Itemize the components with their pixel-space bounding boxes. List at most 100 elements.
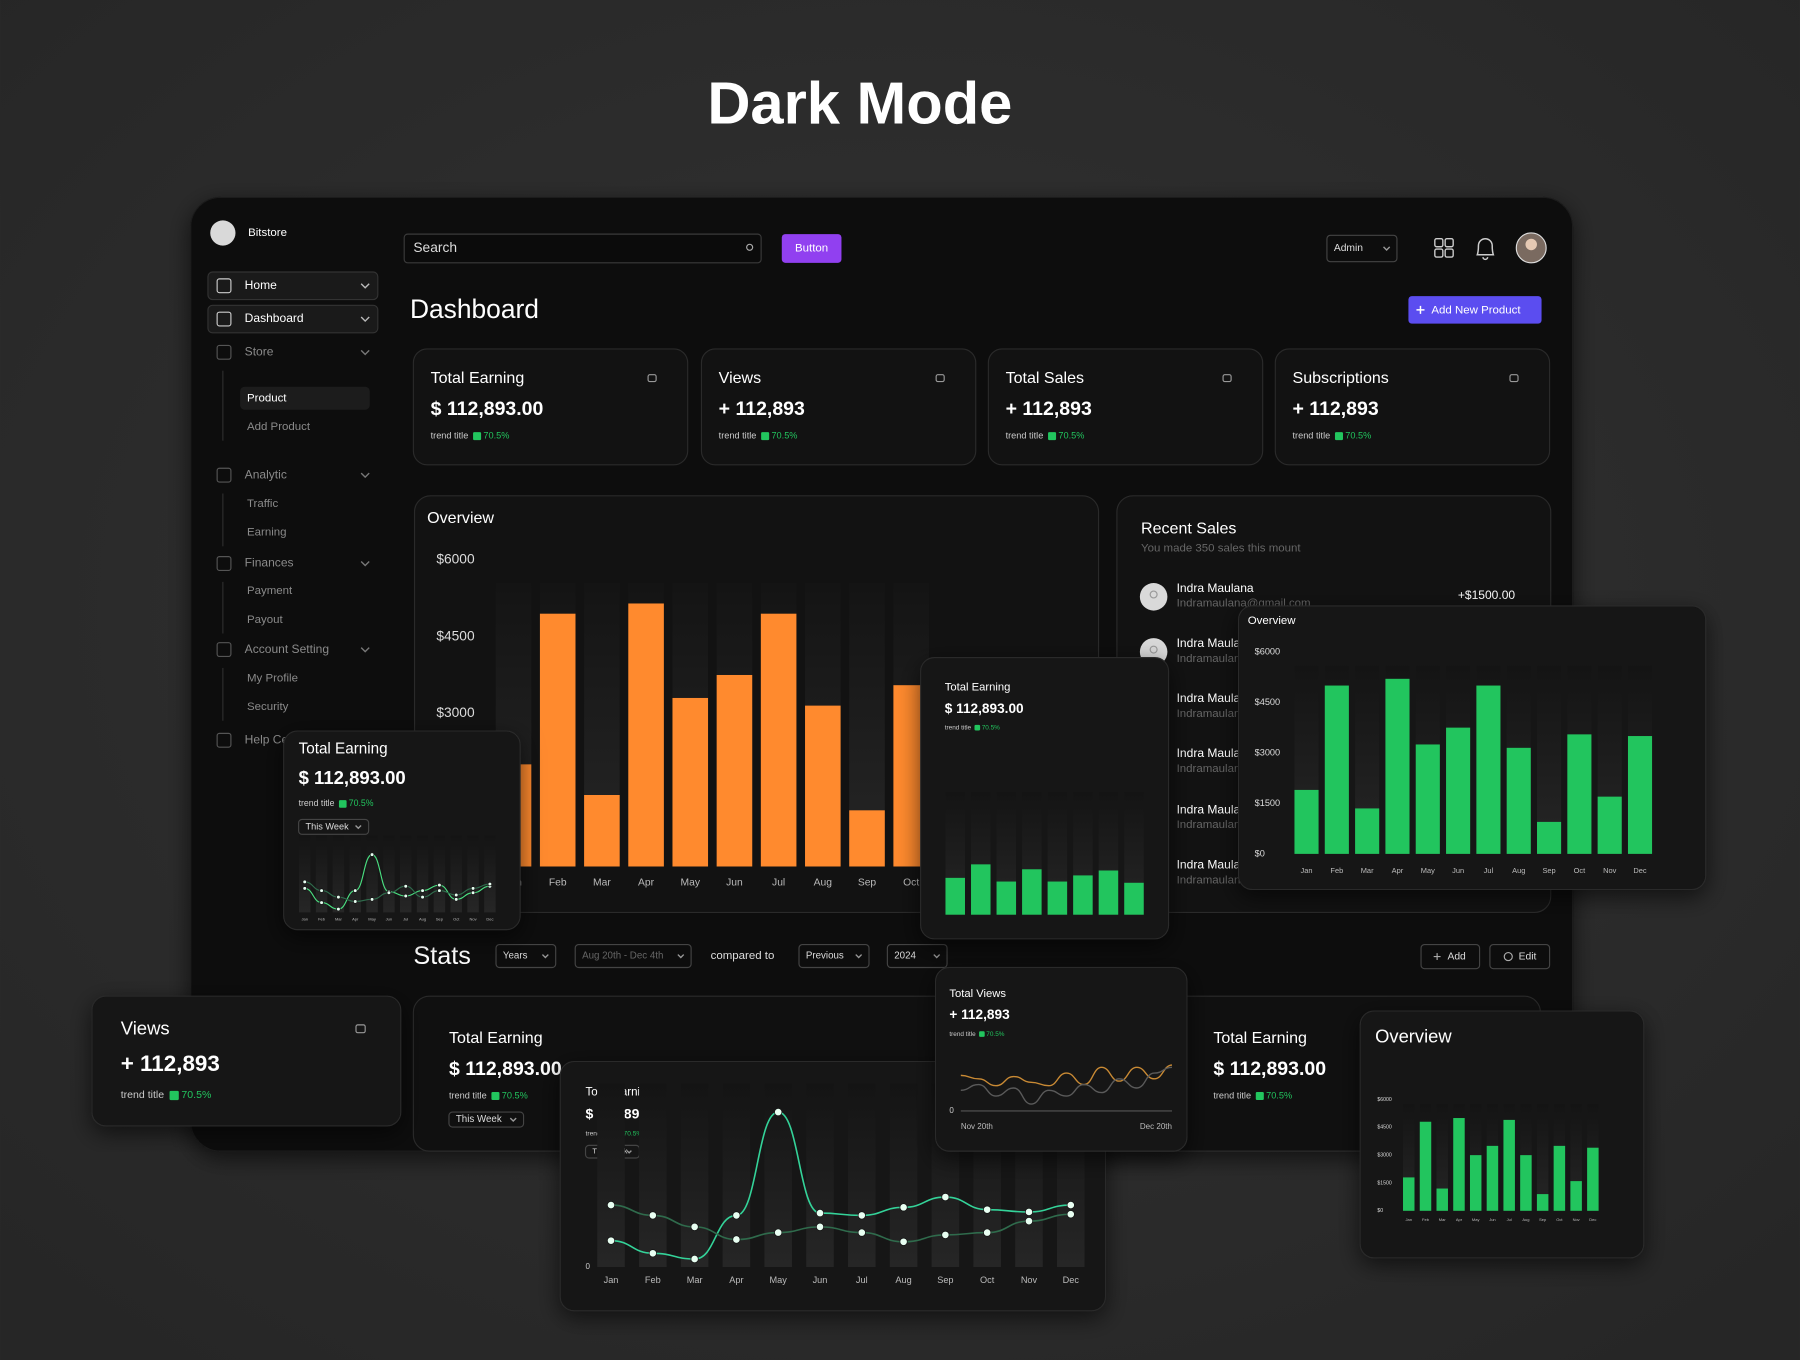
add-button-label[interactable]: Add: [1447, 951, 1466, 962]
week-dropdown[interactable]: [448, 1111, 525, 1128]
menu-highlight[interactable]: [207, 271, 379, 301]
submenu-item[interactable]: Earning: [247, 527, 287, 539]
stat-value: + 112,893: [1293, 398, 1379, 420]
chevron-icon: [360, 561, 370, 567]
period-dropdown-label[interactable]: Years: [503, 951, 528, 962]
user-avatar-face: [1525, 238, 1537, 251]
menu-item[interactable]: Finances: [245, 556, 294, 570]
x-tick-label: Aug: [814, 877, 833, 888]
range-dropdown[interactable]: [574, 943, 692, 969]
submenu-item[interactable]: My Profile: [247, 672, 298, 684]
trend-value: 70.5%: [181, 1089, 211, 1101]
period-dropdown[interactable]: [495, 943, 557, 969]
submenu-item[interactable]: Product: [247, 392, 287, 404]
add-product-button[interactable]: [1408, 296, 1542, 324]
x-tick-label: Aug: [1522, 1217, 1529, 1222]
bar: [1415, 744, 1440, 854]
bar: [1453, 1118, 1465, 1211]
column-track: [467, 835, 479, 913]
line-point: [353, 899, 358, 904]
line-point: [470, 890, 476, 895]
y-tick-label: $1500: [1255, 798, 1281, 808]
x-tick-label: Oct: [903, 877, 919, 888]
bar: [1476, 685, 1501, 854]
menu-item[interactable]: Store: [245, 345, 274, 359]
submenu-highlight[interactable]: [240, 386, 370, 410]
y-tick-label: $3000: [436, 705, 475, 720]
account-dropdown[interactable]: [1326, 234, 1398, 263]
stat-card: [987, 348, 1264, 466]
y-tick-label: $3000: [1255, 747, 1281, 757]
menu-item[interactable]: Account Setting: [245, 642, 329, 656]
x-tick-label: Sep: [1542, 866, 1555, 875]
line-point: [983, 1205, 992, 1214]
stats-title: Stats: [413, 942, 471, 970]
menu-item[interactable]: Dashboard: [245, 311, 304, 325]
line-point: [487, 881, 493, 887]
x-tick-label: Jul: [403, 916, 408, 921]
trend-label: trend title: [431, 431, 469, 441]
submenu-item[interactable]: Payout: [247, 614, 284, 626]
menu-icon: [216, 467, 232, 483]
column-track: [806, 1083, 834, 1268]
trend-label: trend title: [1293, 431, 1331, 441]
menu-icon: [216, 278, 232, 294]
line-point: [319, 888, 324, 893]
customer-name: Indra Maulana: [1177, 581, 1254, 595]
week-dropdown-label[interactable]: This Week: [306, 821, 350, 831]
trend-label: trend title: [1213, 1090, 1251, 1100]
submenu-item[interactable]: Add Product: [247, 421, 311, 433]
x-tick-label: Mar: [687, 1275, 703, 1285]
bell-icon: [1476, 237, 1495, 261]
search-box[interactable]: [403, 233, 762, 264]
line-point: [420, 888, 425, 893]
recent-sales-subtitle: You made 350 sales this mount: [1141, 543, 1301, 555]
primary-button-label[interactable]: Button: [795, 243, 828, 255]
x-tick-label: Dec 20th: [1140, 1122, 1172, 1131]
menu-item[interactable]: Analytic: [245, 467, 287, 481]
add-button[interactable]: [1420, 943, 1481, 970]
compare-dropdown[interactable]: [798, 943, 870, 969]
x-tick-label: Oct: [980, 1275, 995, 1285]
submenu-item[interactable]: Payment: [247, 585, 293, 597]
menu-item[interactable]: Home: [245, 278, 277, 292]
chevron-icon: [541, 954, 549, 959]
line-point: [454, 897, 459, 902]
week-dropdown-label[interactable]: This Week: [456, 1114, 502, 1125]
add-product-label[interactable]: Add New Product: [1431, 304, 1521, 316]
stat-title: Total Sales: [1006, 369, 1085, 387]
card-icon: [935, 374, 945, 383]
customer-name: Indra Maulana: [1177, 691, 1254, 705]
bar: [1419, 1121, 1432, 1211]
primary-button[interactable]: [781, 234, 842, 263]
stat-title: Views: [719, 369, 762, 387]
x-tick-label: Dec: [1589, 1217, 1596, 1222]
submenu-item[interactable]: Traffic: [247, 498, 278, 510]
line-series: [611, 1204, 1071, 1243]
edit-button-label[interactable]: Edit: [1519, 951, 1537, 962]
submenu-item[interactable]: Security: [247, 701, 289, 713]
year-dropdown[interactable]: [886, 943, 948, 969]
x-tick-label: Feb: [645, 1275, 661, 1285]
card-icon: [355, 1024, 366, 1034]
edit-button[interactable]: [1489, 943, 1551, 970]
range-dropdown-label[interactable]: Aug 20th - Dec 4th: [582, 951, 663, 962]
trend-icon: [473, 432, 482, 441]
line-point: [732, 1235, 741, 1244]
line-point: [470, 886, 476, 891]
trend-value: 70.5%: [1058, 431, 1084, 441]
trend-icon: [974, 724, 981, 731]
bar: [1294, 789, 1319, 854]
y-tick-label: $6000: [1255, 646, 1281, 656]
floating-card: [935, 966, 1188, 1152]
account-dropdown-label[interactable]: Admin: [1334, 243, 1363, 254]
x-tick-label: Sep: [858, 877, 877, 888]
week-dropdown[interactable]: [298, 818, 370, 835]
compare-dropdown-label[interactable]: Previous: [806, 951, 844, 962]
year-dropdown-label[interactable]: 2024: [894, 951, 916, 962]
search-placeholder[interactable]: Search: [413, 240, 457, 255]
x-tick-label: Mar: [593, 877, 611, 888]
apps-icon: [1444, 248, 1454, 258]
trend-icon: [491, 1092, 500, 1101]
menu-highlight[interactable]: [207, 304, 379, 334]
